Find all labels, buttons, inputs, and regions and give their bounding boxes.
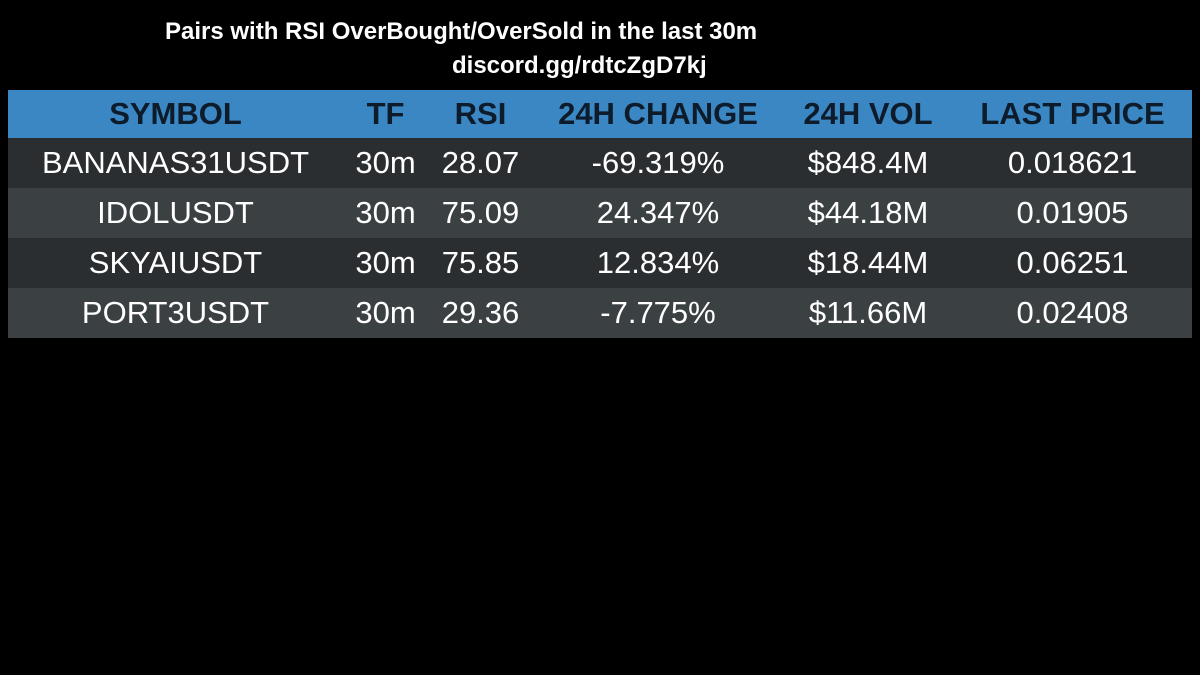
- cell: 24.347%: [533, 188, 783, 238]
- cell: $44.18M: [783, 188, 953, 238]
- cell: -69.319%: [533, 138, 783, 188]
- subtitle: discord.gg/rdtcZgD7kj: [452, 52, 707, 79]
- cell: SKYAIUSDT: [8, 238, 343, 288]
- cell: 0.06251: [953, 238, 1192, 288]
- cell: 30m: [343, 138, 428, 188]
- column-header: 24H CHANGE: [533, 90, 783, 138]
- column-header: TF: [343, 90, 428, 138]
- cell: 0.02408: [953, 288, 1192, 338]
- column-header: SYMBOL: [8, 90, 343, 138]
- cell: 12.834%: [533, 238, 783, 288]
- table: SYMBOL TF RSI 24H CHANGE 24H VOL LAST PRICE B…: [8, 90, 1192, 338]
- column-header: 24H VOL: [783, 90, 953, 138]
- cell: 30m: [343, 288, 428, 338]
- cell: BANANAS31USDT: [8, 138, 343, 188]
- cell: 30m: [343, 238, 428, 288]
- header-row: SYMBOL TF RSI 24H CHANGE 24H VOL LAST PRICE: [8, 90, 1192, 138]
- cell: 0.01905: [953, 188, 1192, 238]
- table-row: PORT3USDT 30m 29.36 -7.775% $11.66M 0.02408: [8, 288, 1192, 338]
- table-row: BANANAS31USDT 30m 28.07 -69.319% $848.4M 0.01…: [8, 138, 1192, 188]
- title: Pairs with RSI OverBought/OverSold in th…: [165, 18, 758, 45]
- cell: 75.09: [428, 188, 533, 238]
- cell: 30m: [343, 188, 428, 238]
- cell: 29.36: [428, 288, 533, 338]
- table-row: IDOLUSDT 30m 75.09 24.347% $44.18M 0.01905: [8, 188, 1192, 238]
- cell: $11.66M: [783, 288, 953, 338]
- column-header: LAST PRICE: [953, 90, 1192, 138]
- table-row: SKYAIUSDT 30m 75.85 12.834% $18.44M 0.06251: [8, 238, 1192, 288]
- cell: $848.4M: [783, 138, 953, 188]
- cell: -7.775%: [533, 288, 783, 338]
- column-header: RSI: [428, 90, 533, 138]
- cell: 0.018621: [953, 138, 1192, 188]
- cell: 28.07: [428, 138, 533, 188]
- cell: PORT3USDT: [8, 288, 343, 338]
- cell: 75.85: [428, 238, 533, 288]
- cell: IDOLUSDT: [8, 188, 343, 238]
- cell: $18.44M: [783, 238, 953, 288]
